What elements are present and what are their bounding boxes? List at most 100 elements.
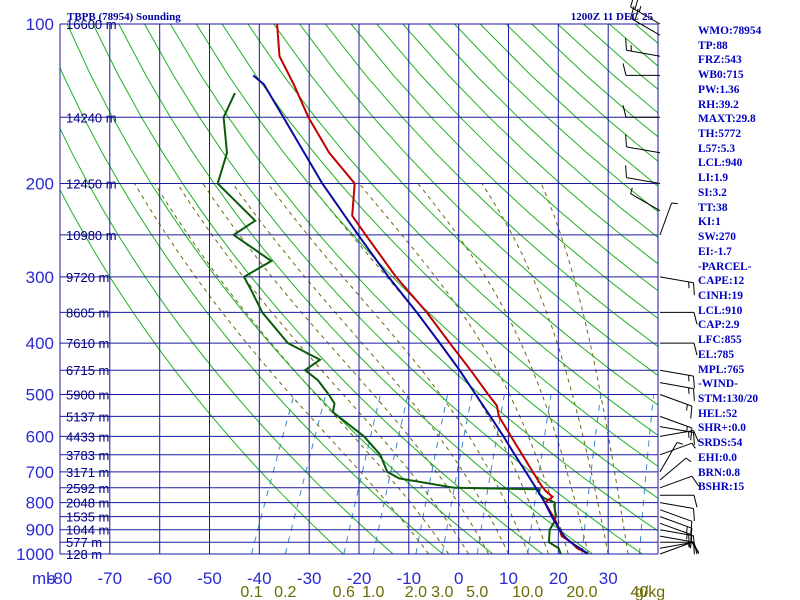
wind-barb-half-flag [671,202,678,205]
mixing-ratio-line-8 [581,394,602,554]
wind-barb-staff [659,516,693,529]
wind-barb-flag [690,427,693,441]
wind-barb-staff [630,6,661,25]
wind-barb-flag [693,342,698,356]
pressure-label-700: 700 [26,463,54,482]
height-label-17: 577 m [66,535,102,550]
wind-barb-19 [659,369,695,389]
dry-adiabat-13 [324,24,658,348]
wind-barb-half-flag [686,404,688,411]
pressure-label-300: 300 [26,268,54,287]
index-item: HEL:52 [698,407,738,420]
wind-barb-flag [625,165,627,178]
index-item: CAPE:12 [698,275,745,288]
wind-barb-21 [660,311,698,325]
height-label-18: 128 m [66,547,102,562]
height-label-5: 8605 m [66,305,109,320]
wind-barb-flag [630,0,634,8]
dry-adiabat-15 [376,24,658,292]
dry-adiabat-11 [273,24,658,406]
height-label-0: 16600 m [66,17,117,32]
index-item: CAP:2.9 [698,319,740,332]
index-item: CINH:19 [698,289,743,302]
moist-adiabat-4 [232,183,509,554]
wind-barb-half-flag [638,5,642,13]
wind-barb-flag [622,63,627,76]
mixing-ratio-label-10: g/kg [635,584,665,600]
index-item: -WIND- [698,378,738,391]
pressure-unit-label: mb [32,569,56,588]
wind-barb-4 [659,529,695,549]
pressure-label-600: 600 [26,427,54,446]
pressure-label-900: 900 [26,521,54,540]
wind-barb-staff [659,509,693,522]
index-item: -PARCEL- [698,260,752,273]
wind-barb-flag [693,376,695,389]
wind-barb-9 [660,494,698,508]
wind-barb-staff [630,17,661,36]
moist-adiabat-10 [540,183,629,554]
wind-barb-15 [659,426,695,445]
wind-barb-flag [693,495,698,508]
wind-barb-24 [630,187,661,212]
wind-barb-11 [659,457,692,481]
pressure-label-100: 100 [26,15,54,34]
mixing-ratio-line-7 [527,394,552,554]
wind-barb-staff [659,442,693,456]
wind-barb-staff [626,177,661,184]
dry-adiabat-2 [60,66,444,554]
wind-barb-half-flag [686,533,688,540]
temperature-label-3: -50 [197,569,222,588]
temperature-label-2: -60 [147,569,172,588]
wind-barb-10 [659,475,700,489]
wind-barb-flag [690,528,693,541]
dry-adiabat-16 [402,24,658,265]
index-item: PW:1.36 [698,83,740,96]
wind-barb-13 [659,442,696,456]
pressure-label-400: 400 [26,334,54,353]
wind-barb-staff [659,369,694,377]
wind-barb-staff [659,522,693,536]
temperature-label-0: -80 [48,569,73,588]
wind-barb-flag [693,430,699,443]
wind-barb-flag [690,406,693,419]
wind-barb-staff [659,529,694,537]
height-label-4: 9720 m [66,270,109,285]
wind-barb-staff [630,193,661,212]
dry-adiabat-6 [144,24,644,554]
wind-barb-staff [659,202,673,236]
pressure-label-1000: 1000 [16,545,54,564]
wind-barb-staff [659,426,694,433]
wind-barb-staff [659,541,694,549]
moist-adiabats [134,183,629,554]
wind-barb-half-flag [686,426,688,433]
wind-barb-6 [659,516,693,541]
wind-barb-flag [634,0,639,10]
dry-adiabat-10 [247,24,658,436]
wind-barb-0 [659,541,700,555]
wind-barbs [622,0,700,555]
temperature-label-5: -30 [297,569,322,588]
index-item: WB0:715 [698,69,744,82]
index-item: KI:1 [698,216,721,229]
mixing-ratio-label-3: 1.0 [362,584,384,600]
wind-barb-17 [659,394,693,419]
dewpoint-line [216,92,562,554]
wind-barb-29 [625,37,661,57]
wind-barb-27 [622,105,660,118]
index-item: L57:5.3 [698,142,736,155]
wind-barb-flag [622,105,627,118]
index-item: LCL:940 [698,157,743,170]
temperature-label-9: 10 [499,569,518,588]
height-label-6: 7610 m [66,336,109,351]
wind-barb-8 [659,502,695,521]
wind-barb-18 [659,382,695,401]
wind-barb-staff [659,276,694,284]
pressure-label-200: 200 [26,175,54,194]
mixing-ratio-label-7: 10.0 [512,584,543,600]
moist-adiabat-0 [134,183,430,554]
index-item: WMO:78954 [698,25,762,37]
index-item: MPL:765 [698,363,745,376]
height-label-10: 4433 m [66,429,109,444]
